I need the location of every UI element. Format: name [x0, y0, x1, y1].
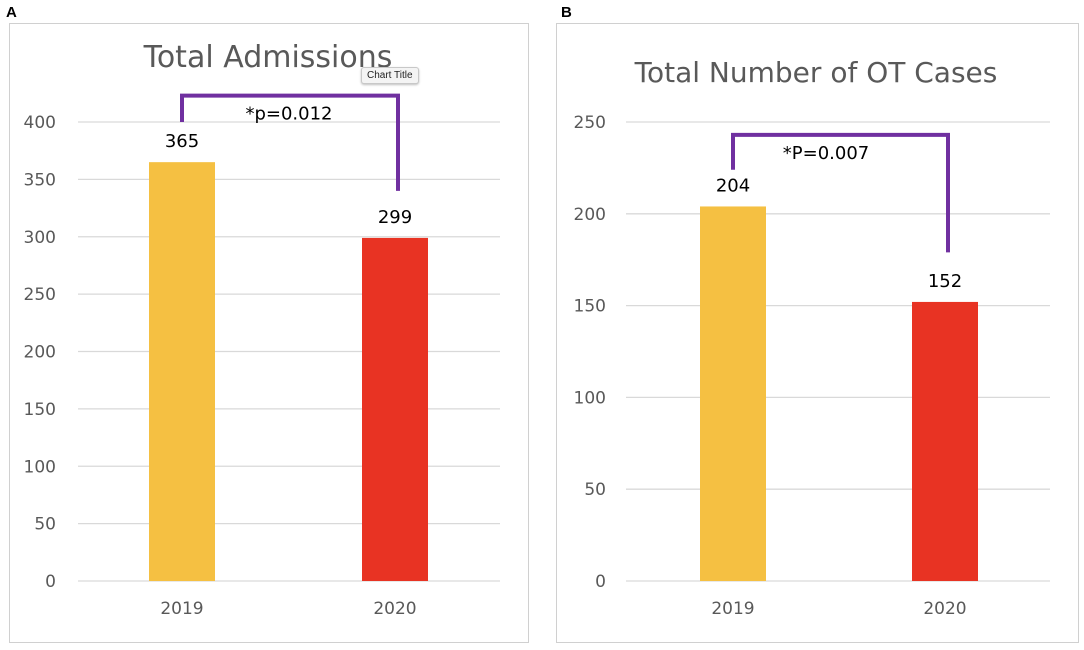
- x-tick-label: 2019: [711, 599, 754, 619]
- x-tick-label: 2020: [373, 599, 416, 619]
- chart-title: Total Admissions: [143, 40, 393, 75]
- y-tick-label: 200: [24, 343, 56, 363]
- y-tick-label: 0: [595, 572, 606, 592]
- panel-label-b: B: [561, 4, 572, 21]
- y-tick-label: 250: [574, 113, 606, 133]
- admissions-chart: Total Admissions 0 50 100 150 200 250 300 350 400…: [24, 40, 500, 619]
- y-tick-label: 300: [24, 228, 56, 248]
- bar-2020: [362, 237, 428, 581]
- panel-label-a: A: [6, 4, 17, 21]
- y-tick-label: 100: [24, 457, 56, 477]
- chart-title: Total Number of OT Cases: [634, 56, 998, 89]
- significance-bracket: [731, 132, 950, 253]
- bar-2019: [149, 162, 215, 581]
- chart-title-tooltip: Chart Title: [361, 67, 419, 84]
- chart-frame-a: [9, 23, 529, 643]
- x-tick-label: 2019: [160, 599, 203, 619]
- data-label: 152: [928, 271, 962, 292]
- data-label: 204: [716, 175, 750, 196]
- y-tick-label: 150: [574, 297, 606, 317]
- y-tick-label: 100: [574, 388, 606, 408]
- p-value-label: *p=0.012: [245, 104, 332, 125]
- y-tick-label: 50: [34, 515, 56, 535]
- bar-2020: [912, 301, 978, 581]
- y-tick-label: 250: [24, 285, 56, 305]
- y-tick-label: 150: [24, 400, 56, 420]
- y-tick-label: 200: [574, 205, 606, 225]
- p-value-label: *P=0.007: [783, 143, 869, 164]
- y-tick-label: 0: [45, 572, 56, 592]
- data-label: 299: [378, 207, 412, 228]
- chart-frame-b: [556, 23, 1079, 643]
- y-tick-label: 50: [584, 480, 606, 500]
- bar-2019: [700, 206, 766, 581]
- data-label: 365: [165, 131, 199, 152]
- x-tick-label: 2020: [923, 599, 966, 619]
- significance-bracket: [180, 93, 400, 191]
- y-tick-label: 400: [24, 113, 56, 133]
- y-tick-label: 350: [24, 170, 56, 190]
